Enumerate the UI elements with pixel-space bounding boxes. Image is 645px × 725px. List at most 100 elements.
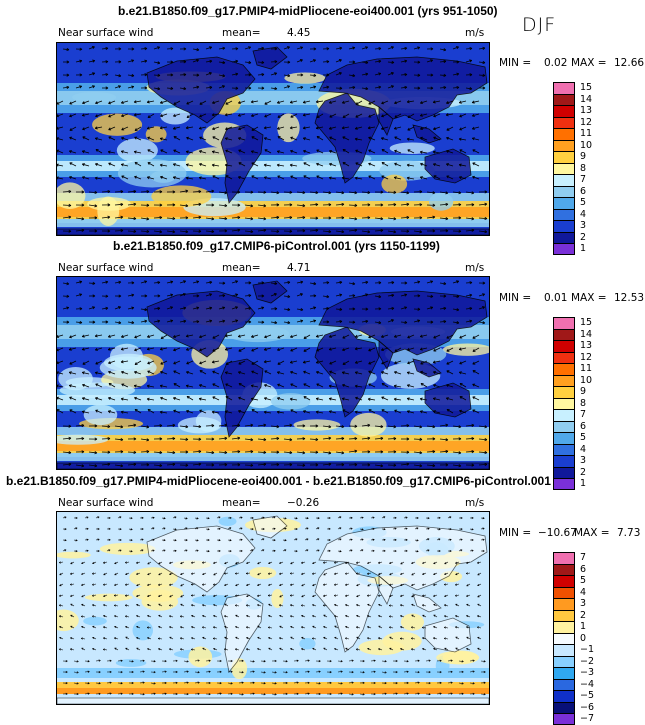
colorbar-tick-label: −3 (580, 668, 594, 678)
colorbar-swatch (553, 232, 575, 244)
panel3-colorbar (553, 552, 575, 725)
colorbar-tick-label: 8 (580, 164, 586, 174)
colorbar-tick-label: 12 (580, 353, 592, 363)
panel1-min-value: 0.02 (544, 57, 567, 69)
colorbar-tick-label: −2 (580, 657, 594, 667)
colorbar-tick-label: −1 (580, 645, 594, 655)
panel1-mean-label: mean= (222, 27, 261, 39)
colorbar-tick-label: 15 (580, 318, 592, 328)
colorbar-swatch (553, 421, 575, 433)
colorbar-swatch (553, 243, 575, 255)
colorbar-tick-label: 2 (580, 468, 586, 478)
colorbar-tick-label: 11 (580, 364, 592, 374)
panel3-wind-diff-map (56, 511, 490, 705)
panel1-max-value: 12.66 (614, 57, 644, 69)
colorbar-tick-label: 6 (580, 187, 586, 197)
colorbar-swatch (553, 340, 575, 352)
panel2-wind-map (56, 276, 490, 470)
colorbar-tick-label: 11 (580, 129, 592, 139)
colorbar-tick-label: 6 (580, 565, 586, 575)
colorbar-tick-label: 7 (580, 410, 586, 420)
season-label: DJF (522, 14, 556, 36)
colorbar-tick-label: 3 (580, 456, 586, 466)
colorbar-tick-label: 3 (580, 221, 586, 231)
colorbar-tick-label: 6 (580, 422, 586, 432)
colorbar-swatch (553, 363, 575, 375)
colorbar-swatch (553, 467, 575, 479)
panel1-variable: Near surface wind (58, 27, 153, 39)
panel2-units: m/s (465, 262, 484, 274)
colorbar-swatch (553, 552, 575, 564)
panel3-mean-label: mean= (222, 497, 261, 509)
colorbar-swatch (553, 587, 575, 599)
colorbar-swatch (553, 209, 575, 221)
colorbar-swatch (553, 610, 575, 622)
colorbar-swatch (553, 220, 575, 232)
colorbar-swatch (553, 679, 575, 691)
colorbar-tick-label: 9 (580, 387, 586, 397)
colorbar-swatch (553, 656, 575, 668)
panel3-max-value: 7.73 (617, 527, 640, 539)
panel3-min-label: MIN = (499, 527, 531, 539)
colorbar-swatch (553, 575, 575, 587)
colorbar-swatch (553, 633, 575, 645)
panel1-units: m/s (465, 27, 484, 39)
colorbar-swatch (553, 140, 575, 152)
colorbar-swatch (553, 186, 575, 198)
colorbar-swatch (553, 117, 575, 129)
panel3-units: m/s (465, 497, 484, 509)
panel3-title: b.e21.B1850.f09_g17.PMIP4-midPliocene-eo… (6, 474, 551, 488)
colorbar-swatch (553, 151, 575, 163)
colorbar-tick-label: 9 (580, 152, 586, 162)
colorbar-swatch (553, 317, 575, 329)
colorbar-swatch (553, 174, 575, 186)
colorbar-tick-label: 4 (580, 210, 586, 220)
colorbar-tick-label: 7 (580, 175, 586, 185)
colorbar-tick-label: 4 (580, 588, 586, 598)
colorbar-swatch (553, 163, 575, 175)
panel2-variable: Near surface wind (58, 262, 153, 274)
colorbar-swatch (553, 375, 575, 387)
colorbar-swatch (553, 82, 575, 94)
colorbar-swatch (553, 329, 575, 341)
panel2-min-value: 0.01 (544, 292, 567, 304)
colorbar-swatch (553, 667, 575, 679)
colorbar-tick-label: 14 (580, 95, 592, 105)
colorbar-tick-label: −4 (580, 680, 594, 690)
colorbar-swatch (553, 128, 575, 140)
colorbar-swatch (553, 386, 575, 398)
colorbar-swatch (553, 352, 575, 364)
panel2-max-label: MAX = (571, 292, 607, 304)
panel1-max-label: MAX = (571, 57, 607, 69)
colorbar-tick-label: 1 (580, 244, 586, 254)
colorbar-tick-label: 5 (580, 433, 586, 443)
colorbar-tick-label: −7 (580, 714, 594, 724)
panel1-mean-value: 4.45 (287, 27, 310, 39)
colorbar-swatch (553, 690, 575, 702)
panel1-wind-map (56, 42, 490, 236)
colorbar-tick-label: 5 (580, 576, 586, 586)
colorbar-tick-label: 10 (580, 141, 592, 151)
panel2-mean-label: mean= (222, 262, 261, 274)
panel2-mean-value: 4.71 (287, 262, 310, 274)
panel2-max-value: 12.53 (614, 292, 644, 304)
panel3-mean-value: −0.26 (287, 497, 319, 509)
colorbar-swatch (553, 444, 575, 456)
colorbar-tick-label: 7 (580, 553, 586, 563)
colorbar-swatch (553, 564, 575, 576)
colorbar-tick-label: 2 (580, 233, 586, 243)
panel3-variable: Near surface wind (58, 497, 153, 509)
colorbar-swatch (553, 644, 575, 656)
colorbar-swatch (553, 432, 575, 444)
colorbar-tick-label: 15 (580, 83, 592, 93)
colorbar-swatch (553, 197, 575, 209)
colorbar-swatch (553, 702, 575, 714)
colorbar-swatch (553, 713, 575, 725)
colorbar-swatch (553, 94, 575, 106)
panel3-max-label: MAX = (574, 527, 610, 539)
colorbar-tick-label: 1 (580, 479, 586, 489)
colorbar-tick-label: 14 (580, 330, 592, 340)
panel2-min-label: MIN = (499, 292, 531, 304)
panel1-min-label: MIN = (499, 57, 531, 69)
colorbar-tick-label: −6 (580, 703, 594, 713)
